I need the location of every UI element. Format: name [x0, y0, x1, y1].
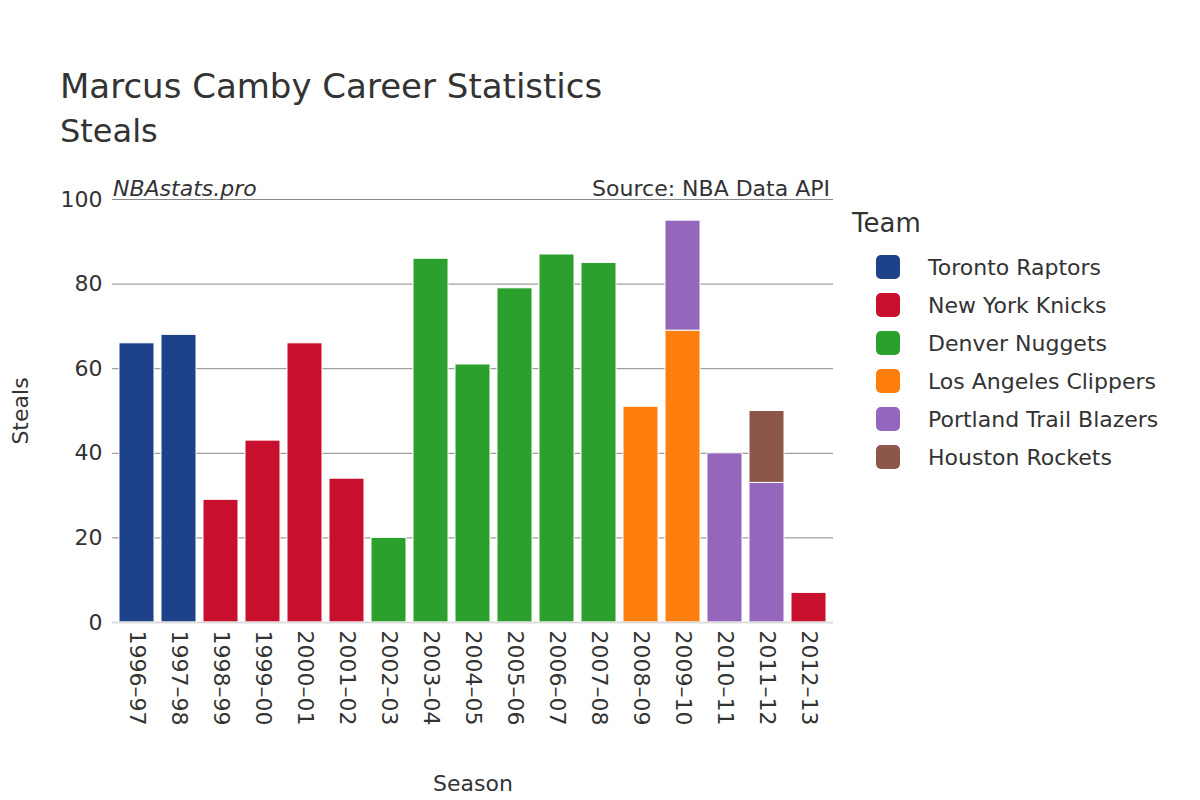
- svg-text:Season: Season: [433, 771, 513, 796]
- html-text:Toronto Raptors: Toronto Raptors: [928, 254, 1101, 280]
- svg-text:80: 80: [75, 271, 103, 296]
- svg-text:2010–11: 2010–11: [713, 631, 738, 726]
- svg-text:2003–04: 2003–04: [419, 631, 444, 726]
- svg-text:2001–02: 2001–02: [335, 631, 360, 726]
- svg-text:2000–01: 2000–01: [293, 631, 318, 726]
- svg-text:2012–13: 2012–13: [797, 631, 822, 726]
- html-text:Marcus Camby Career Statistics: Marcus Camby Career Statistics: [60, 66, 603, 106]
- html-text:Houston Rockets: Houston Rockets: [928, 444, 1112, 470]
- svg-text:2006–07: 2006–07: [545, 631, 570, 726]
- svg-text:2011–12: 2011–12: [755, 631, 780, 726]
- svg-text:40: 40: [75, 440, 103, 465]
- html-text:Team: Team: [852, 208, 921, 238]
- svg-text:1998–99: 1998–99: [209, 631, 234, 726]
- html-text:New York Knicks: New York Knicks: [928, 292, 1107, 318]
- html-text:NBAstats.pro: NBAstats.pro: [113, 176, 257, 201]
- html-text:Los Angeles Clippers: Los Angeles Clippers: [928, 368, 1156, 394]
- svg-text:100: 100: [61, 187, 103, 212]
- svg-text:20: 20: [75, 525, 103, 550]
- svg-text:Steals: Steals: [8, 377, 33, 444]
- svg-text:1999–00: 1999–00: [251, 631, 276, 726]
- svg-text:2002–03: 2002–03: [377, 631, 402, 726]
- html-text:Portland Trail Blazers: Portland Trail Blazers: [928, 406, 1159, 432]
- html-text:Denver Nuggets: Denver Nuggets: [928, 330, 1107, 356]
- svg-text:2004–05: 2004–05: [461, 631, 486, 726]
- svg-text:1996–97: 1996–97: [125, 631, 150, 726]
- svg-text:1997–98: 1997–98: [167, 631, 192, 726]
- svg-text:0: 0: [89, 610, 103, 635]
- svg-text:2008–09: 2008–09: [629, 631, 654, 726]
- svg-text:2007–08: 2007–08: [587, 631, 612, 726]
- html-text:Steals: Steals: [60, 112, 158, 150]
- svg-text:2009–10: 2009–10: [671, 631, 696, 726]
- svg-text:2005–06: 2005–06: [503, 631, 528, 726]
- svg-text:60: 60: [75, 356, 103, 381]
- html-text:Source: NBA Data API: Source: NBA Data API: [592, 176, 830, 201]
